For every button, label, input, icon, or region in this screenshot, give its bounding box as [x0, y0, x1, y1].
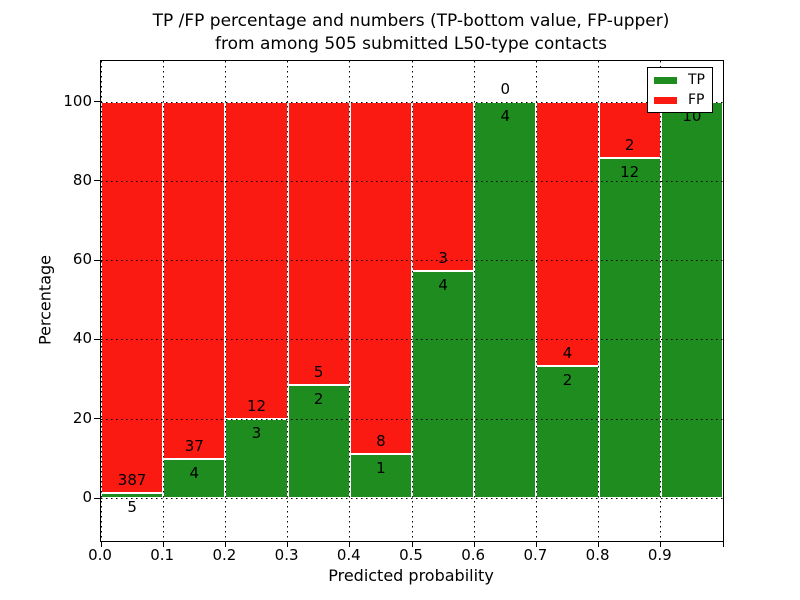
bar-segment-tp — [163, 459, 226, 498]
chart-title-line2: from among 505 submitted L50-type contac… — [215, 34, 607, 54]
grid-line-vertical — [473, 61, 475, 541]
legend-row-fp: FP — [654, 90, 706, 110]
x-tick — [349, 541, 351, 547]
bar-segment-fp — [101, 101, 164, 493]
grid-line-vertical — [598, 61, 600, 541]
bar-segment-fp — [349, 101, 412, 454]
y-tick — [94, 101, 100, 103]
y-tick-label: 20 — [72, 408, 92, 427]
bar-segment-tp — [349, 453, 412, 498]
x-tick-label: 0.0 — [88, 546, 112, 564]
x-tick — [598, 541, 600, 547]
tp-count-label: 2 — [313, 389, 324, 408]
grid-line-vertical — [722, 61, 724, 541]
grid-line-horizontal — [101, 101, 723, 103]
bar-segment-fp — [287, 101, 350, 385]
x-tick — [473, 541, 475, 547]
tp-count-label: 2 — [562, 370, 573, 389]
grid-line-vertical — [287, 61, 289, 541]
bar-segment-tp — [660, 101, 723, 498]
x-tick — [162, 541, 164, 547]
y-tick — [94, 418, 100, 420]
bar-segment-fp — [412, 101, 475, 272]
x-tick-label: 0.9 — [647, 546, 672, 564]
grid-line-vertical — [224, 61, 226, 541]
grid-line-vertical — [411, 61, 413, 541]
x-tick-label: 0.2 — [212, 546, 237, 564]
y-tick — [94, 338, 100, 340]
x-tick — [100, 541, 102, 547]
fp-count-label: 4 — [562, 343, 573, 362]
bar-segment-fp — [163, 101, 226, 460]
grid-line-horizontal — [101, 260, 723, 262]
bar-segment-fp — [225, 101, 288, 419]
tp-count-label: 4 — [500, 106, 511, 125]
grid-line-horizontal — [101, 498, 723, 499]
y-tick-label: 40 — [72, 329, 92, 348]
tp-count-label: 1 — [376, 458, 386, 477]
x-tick — [535, 541, 537, 547]
tp-count-label: 4 — [189, 464, 200, 483]
plot-area: 38753741235281340442212010 — [94, 60, 724, 547]
bar-segment-tp — [225, 418, 288, 498]
fp-count-label: 37 — [184, 437, 204, 456]
y-tick-label: 60 — [72, 250, 92, 269]
fp-color-swatch — [654, 96, 677, 104]
tp-count-label: 4 — [438, 276, 448, 295]
grid-line-vertical — [349, 61, 351, 541]
x-tick-label: 0.1 — [150, 546, 175, 564]
legend: TP FP — [647, 67, 713, 113]
fp-count-label: 3 — [438, 249, 448, 268]
grid-line-horizontal — [101, 418, 723, 420]
bar-segment-tp — [287, 384, 350, 498]
fp-count-label: 5 — [313, 362, 324, 381]
tp-count-label: 12 — [620, 163, 640, 182]
x-tick-label: 0.3 — [274, 546, 299, 564]
y-tick-label: 0 — [82, 488, 92, 506]
bar-segment-fp — [536, 101, 599, 366]
x-axis-label: Predicted probability — [328, 566, 494, 585]
legend-label-fp: FP — [688, 92, 705, 108]
grid-line-horizontal — [101, 339, 723, 341]
bar-segment-tp — [598, 158, 661, 498]
x-tick — [411, 541, 413, 547]
chart-title-line1: TP /FP percentage and numbers (TP-bottom… — [152, 11, 670, 31]
fp-count-label: 12 — [246, 396, 267, 415]
grid-line-horizontal — [101, 180, 723, 182]
tp-count-label: 3 — [251, 423, 262, 442]
y-tick-label: 100 — [63, 91, 92, 110]
fp-count-label: 8 — [376, 431, 386, 450]
legend-label-tp: TP — [688, 72, 705, 88]
grid-line-vertical — [162, 61, 164, 541]
chart-title: TP /FP percentage and numbers (TP-bottom… — [100, 10, 722, 56]
fp-count-label: 2 — [624, 136, 635, 155]
grid-line-vertical — [100, 61, 102, 541]
bar-segment-tp — [536, 365, 599, 498]
grid-line-vertical — [660, 61, 662, 541]
x-tick-label: 0.5 — [399, 546, 423, 564]
tp-color-swatch — [654, 76, 677, 84]
tp-count-label: 5 — [127, 497, 137, 516]
fp-count-label: 0 — [500, 79, 511, 98]
y-tick — [94, 180, 100, 182]
y-tick — [94, 259, 100, 261]
grid-line-vertical — [535, 61, 537, 541]
legend-row-tp: TP — [654, 70, 706, 90]
x-tick-label: 0.6 — [461, 546, 486, 564]
x-tick — [224, 541, 226, 547]
x-tick-label: 0.7 — [523, 546, 548, 564]
x-tick-label: 0.8 — [585, 546, 610, 564]
x-tick — [660, 541, 662, 547]
x-tick — [287, 541, 289, 547]
bar-segment-tp — [474, 101, 537, 498]
y-tick-label: 80 — [72, 170, 92, 189]
fp-count-label: 387 — [117, 470, 147, 489]
x-tick-label: 0.4 — [336, 546, 361, 564]
bar-segment-tp — [412, 271, 475, 498]
y-tick — [94, 497, 100, 499]
x-tick — [722, 541, 724, 547]
bar-segment-tp — [101, 492, 164, 498]
